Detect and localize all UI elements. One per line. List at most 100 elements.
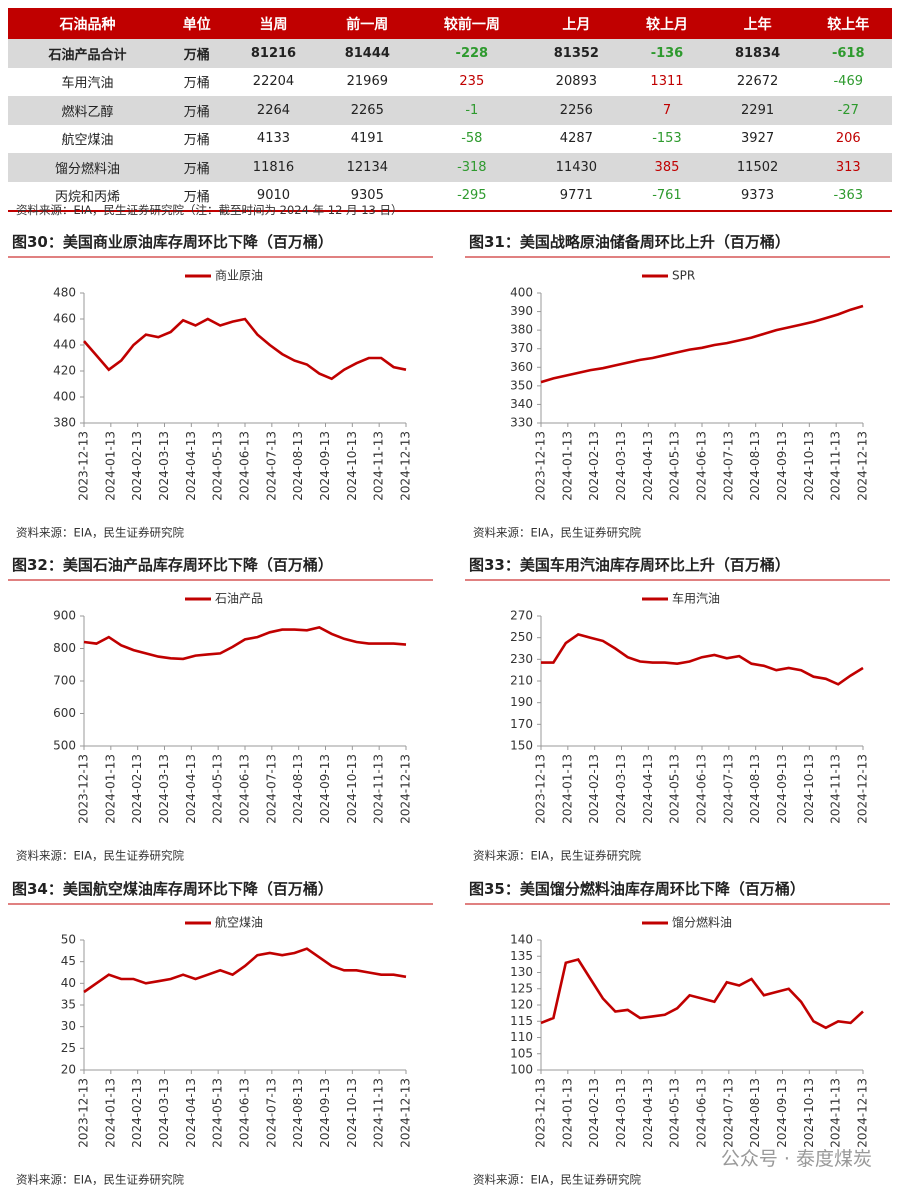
table-row: 燃料乙醇 万桶 2264 2265 -1 2256 7 2291 -27: [8, 96, 892, 125]
y-tick-label: 120: [510, 998, 533, 1012]
y-tick-label: 330: [510, 416, 533, 430]
x-tick-label: 2023-12-13: [534, 754, 548, 824]
x-tick-label: 2024-12-13: [399, 1078, 413, 1148]
x-tick-label: 2024-11-13: [372, 431, 386, 501]
y-tick-label: 440: [53, 338, 76, 352]
header-cell: 前一周: [320, 8, 415, 39]
x-tick-label: 2024-09-13: [318, 1078, 332, 1148]
table-cell: -295: [414, 181, 530, 212]
data-line: [83, 947, 407, 994]
x-tick-label: 2024-03-13: [614, 431, 628, 501]
x-tick-label: 2023-12-13: [77, 431, 91, 501]
x-tick-label: 2024-03-13: [157, 1078, 171, 1148]
table-cell: 4133: [256, 131, 291, 147]
x-tick-label: 2024-04-13: [184, 754, 198, 824]
data-line: [541, 632, 864, 686]
chart-source: 资料来源：EIA，民生证券研究院: [473, 1173, 642, 1187]
table-cell: 22672: [736, 74, 779, 90]
x-tick-label: 2024-04-13: [641, 1078, 655, 1148]
chart-source: 资料来源：EIA，民生证券研究院: [16, 526, 185, 540]
table-cell: 2264: [226, 96, 321, 125]
figure-title: 图34：美国航空煤油库存周环比下降（百万桶）: [12, 880, 333, 898]
x-tick-label: 2024-04-13: [184, 431, 198, 501]
table-cell: 81834: [710, 39, 805, 68]
table-cell: 1311: [650, 74, 684, 90]
y-tick-label: 420: [53, 364, 76, 378]
y-tick-label: 35: [61, 998, 76, 1012]
chart-source: 资料来源：EIA，民生证券研究院: [473, 849, 642, 863]
figure-title: 图35：美国馏分燃料油库存周环比下降（百万桶）: [469, 880, 805, 898]
table-cell: 11816: [226, 153, 321, 182]
y-tick-label: 390: [510, 304, 533, 318]
table-source: 资料来源：EIA，民生证券研究院（注：截至时间为 2024 年 12 月 13 …: [16, 203, 403, 217]
table-cell: -228: [414, 39, 530, 68]
table-cell: 11430: [529, 153, 624, 182]
x-tick-label: 2024-07-13: [264, 431, 278, 501]
x-tick-label: 2024-09-13: [775, 431, 789, 501]
y-tick-label: 140: [510, 933, 533, 947]
x-tick-label: 2024-01-13: [103, 431, 117, 501]
inventory-table: 石油品种 单位 当周 前一周 较前一周 上月 较上月 上年 较上年 石油产品合计 万桶 81216 81…: [8, 8, 892, 212]
x-tick-label: 2024-02-13: [130, 431, 144, 501]
table-cell: -58: [461, 131, 483, 147]
x-tick-label: 2024-02-13: [587, 754, 601, 824]
x-tick-label: 2024-11-13: [829, 754, 843, 824]
y-tick-label: 370: [510, 341, 533, 355]
x-tick-label: 2024-02-13: [587, 1078, 601, 1148]
legend-label: 馏分燃料油: [672, 915, 732, 930]
y-tick-label: 125: [510, 981, 533, 995]
y-tick-label: 105: [510, 1046, 533, 1060]
table-cell: 3927: [741, 131, 775, 147]
table-cell: 7: [623, 96, 711, 125]
legend-label: 商业原油: [215, 268, 263, 283]
table-cell: 9010: [226, 181, 321, 212]
x-tick-label: 2024-07-13: [721, 1078, 735, 1148]
table-cell: 丙烷和丙烯: [8, 181, 167, 212]
x-tick-label: 2024-04-13: [641, 431, 655, 501]
table-cell: 万桶: [166, 181, 227, 212]
legend-label: 石油产品: [215, 592, 263, 606]
table-cell: 4287: [559, 131, 593, 147]
x-tick-label: 2024-05-13: [211, 431, 225, 501]
x-tick-label: 2024-04-13: [184, 1078, 198, 1148]
x-tick-label: 2024-08-13: [291, 1078, 305, 1148]
table-cell: 万桶: [166, 96, 227, 125]
table-row: 丙烷和丙烯 万桶 9010 9305 -295 9771 -761 9373 -363: [8, 181, 892, 212]
y-tick-label: 400: [510, 286, 533, 300]
x-tick-label: 2023-12-13: [534, 431, 548, 501]
table-cell: -1: [414, 96, 530, 125]
y-tick-label: 900: [53, 609, 76, 623]
x-tick-label: 2024-05-13: [668, 754, 682, 824]
x-tick-label: 2024-10-13: [345, 754, 359, 824]
table-cell: 81352: [529, 39, 624, 68]
x-tick-label: 2024-07-13: [264, 1078, 278, 1148]
y-tick-label: 230: [510, 652, 533, 666]
y-tick-label: 380: [510, 323, 533, 337]
header-cell: 较上年: [804, 8, 892, 39]
x-tick-label: 2024-03-13: [614, 1078, 628, 1148]
data-line: [540, 304, 864, 384]
x-tick-label: 2024-10-13: [802, 1078, 816, 1148]
figure-title: 图33：美国车用汽油库存周环比上升（百万桶）: [469, 556, 790, 574]
header-cell: 石油品种: [8, 8, 167, 39]
table-cell: 385: [623, 153, 711, 182]
x-tick-label: 2024-08-13: [748, 431, 762, 501]
x-tick-label: 2024-01-13: [560, 754, 574, 824]
x-tick-label: 2024-01-13: [560, 431, 574, 501]
x-tick-label: 2024-08-13: [291, 431, 305, 501]
x-tick-label: 2024-09-13: [775, 754, 789, 824]
figure-title: 图32：美国石油产品库存周环比下降（百万桶）: [12, 556, 333, 574]
header-cell: 上月: [529, 8, 624, 39]
x-tick-label: 2024-05-13: [668, 431, 682, 501]
y-tick-label: 130: [510, 965, 533, 979]
header-row: 石油品种 单位 当周 前一周 较前一周 上月 较上月 上年 较上年: [8, 8, 892, 39]
chart-source: 资料来源：EIA，民生证券研究院: [16, 849, 185, 863]
table-cell: 11502: [710, 153, 805, 182]
y-tick-label: 360: [510, 360, 533, 374]
header-cell: 单位: [166, 8, 227, 39]
legend-label: 车用汽油: [672, 591, 720, 606]
x-tick-label: 2024-10-13: [345, 1078, 359, 1148]
x-tick-label: 2024-06-13: [695, 1078, 709, 1148]
x-tick-label: 2024-10-13: [802, 754, 816, 824]
